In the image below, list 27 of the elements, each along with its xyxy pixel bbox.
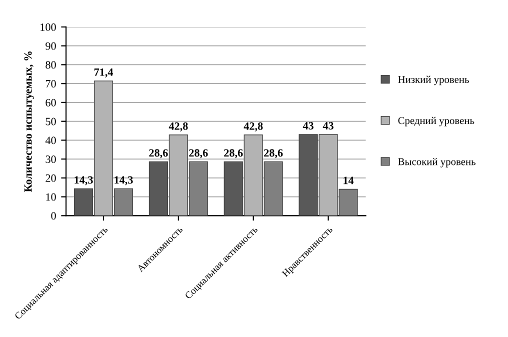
data-label: 43 <box>302 122 314 130</box>
y-tick-label: 80 <box>46 61 56 69</box>
data-label: 14,3 <box>114 176 133 186</box>
y-tick-label: 90 <box>46 42 56 50</box>
data-label: 28,6 <box>224 149 243 158</box>
y-tick-label: 100 <box>40 23 56 31</box>
data-label: 43 <box>322 122 334 130</box>
y-tick-label: 60 <box>46 98 56 106</box>
y-tick-label: 30 <box>46 156 56 164</box>
data-label: 28,6 <box>264 149 283 158</box>
data-label: 71,4 <box>94 68 114 78</box>
y-axis-title: Количество испытуемых, % <box>24 51 34 192</box>
legend-label: Низкий уровень <box>398 76 469 86</box>
y-tick-label: 40 <box>45 136 56 144</box>
data-label: 42,8 <box>168 122 188 132</box>
y-tick-label: 50 <box>46 118 56 126</box>
y-tick-label: 0 <box>51 212 56 220</box>
data-label: 14,3 <box>74 176 93 186</box>
legend-label: Высокий уровень <box>398 158 476 168</box>
y-tick-label: 70 <box>46 80 56 88</box>
data-label: 28,6 <box>149 149 168 158</box>
data-label: 14 <box>344 176 354 184</box>
data-label: 28,6 <box>189 149 208 158</box>
y-tick-label: 20 <box>46 174 56 182</box>
y-tick-label: 10 <box>46 193 56 201</box>
legend-label: Средний уровень <box>398 116 474 126</box>
data-label: 42,8 <box>244 122 263 132</box>
